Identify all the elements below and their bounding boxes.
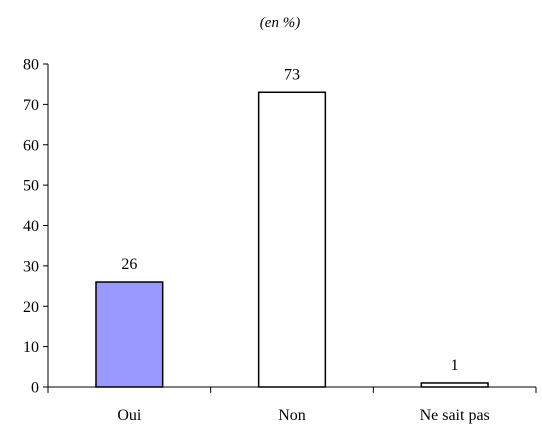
data-label: 26 xyxy=(121,256,137,273)
y-tick-label: 80 xyxy=(23,57,39,74)
data-label: 73 xyxy=(284,66,300,83)
x-category-label: Ne sait pas xyxy=(420,407,490,424)
y-tick-label: 10 xyxy=(23,339,39,356)
y-tick-label: 70 xyxy=(23,97,39,114)
y-tick-label: 0 xyxy=(31,380,39,397)
data-label: 1 xyxy=(451,357,459,374)
x-axis: Oui Non Ne sait pas xyxy=(47,386,537,424)
y-axis: 0 10 20 30 40 50 60 70 80 xyxy=(23,57,49,397)
chart-subtitle: (en %) xyxy=(260,15,300,31)
bar-non xyxy=(257,91,327,388)
bars xyxy=(95,91,489,388)
y-tick-label: 50 xyxy=(23,178,39,195)
bar-oui xyxy=(95,281,164,388)
x-category-label: Oui xyxy=(117,407,142,424)
y-tick-label: 40 xyxy=(23,218,39,235)
data-labels: 26 73 1 xyxy=(121,66,458,374)
x-category-label: Non xyxy=(278,407,306,424)
y-tick-label: 30 xyxy=(23,258,39,275)
y-tick-label: 60 xyxy=(23,137,39,154)
y-tick-label: 20 xyxy=(23,299,39,316)
bar-ne-sait-pas xyxy=(420,382,489,388)
